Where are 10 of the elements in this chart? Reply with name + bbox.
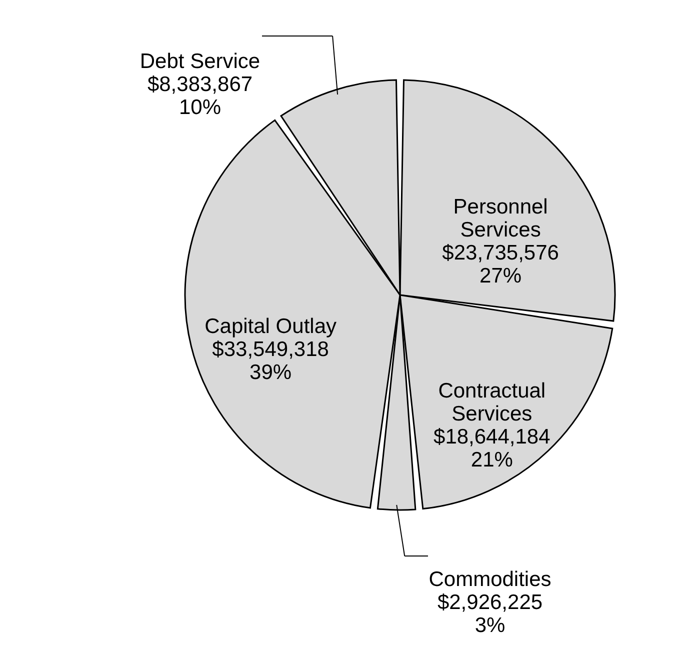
- legend-label: Commodities: [428, 568, 552, 591]
- data-label: $2,926,225 3%: [437, 591, 543, 637]
- slice-label: Personnel Services: [453, 196, 548, 242]
- slice-label: Contractual Services: [438, 380, 546, 426]
- slice-label: Debt Service: [140, 50, 260, 73]
- slice-label: Capital Outlay: [204, 314, 337, 338]
- data-label: $18,644,184 21%: [434, 426, 551, 472]
- data-label: $33,549,318 39%: [212, 338, 329, 384]
- data-label: $23,735,576 27%: [442, 242, 559, 288]
- data-label: $8,383,867 10%: [147, 73, 253, 119]
